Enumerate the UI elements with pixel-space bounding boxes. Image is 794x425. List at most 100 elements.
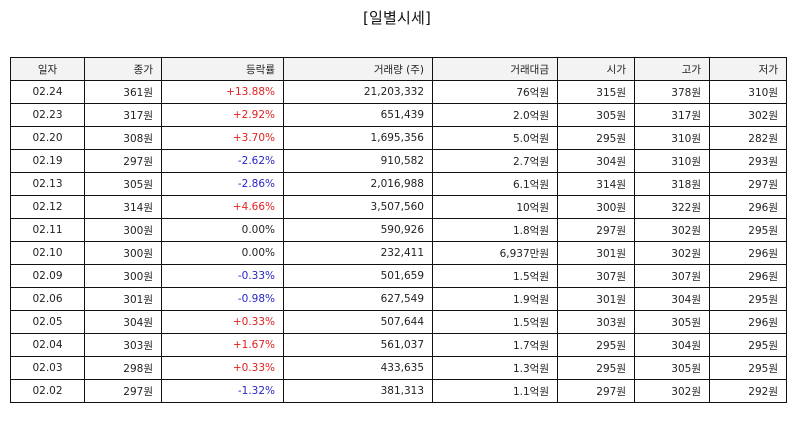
header-high: 고가 — [634, 57, 710, 81]
table-row: 02.24 361원 +13.88% 21,203,332 76억원 315원 378원 31… — [10, 80, 787, 104]
cell-open: 300원 — [557, 195, 635, 219]
cell-low: 295원 — [709, 287, 787, 311]
cell-change-rate: 0.00% — [161, 218, 284, 242]
cell-date: 02.23 — [10, 103, 85, 127]
cell-volume: 1,695,356 — [283, 126, 433, 150]
cell-low: 296원 — [709, 241, 787, 265]
cell-open: 295원 — [557, 126, 635, 150]
cell-date: 02.05 — [10, 310, 85, 334]
cell-trade-amount: 6.1억원 — [432, 172, 558, 196]
cell-close: 314원 — [84, 195, 162, 219]
cell-trade-amount: 1.5억원 — [432, 310, 558, 334]
table-row: 02.23 317원 +2.92% 651,439 2.0억원 305원 317원 302원 — [10, 103, 787, 127]
cell-change-rate: +1.67% — [161, 333, 284, 357]
header-close: 종가 — [84, 57, 162, 81]
cell-high: 322원 — [634, 195, 710, 219]
cell-date: 02.13 — [10, 172, 85, 196]
cell-close: 303원 — [84, 333, 162, 357]
cell-close: 308원 — [84, 126, 162, 150]
cell-trade-amount: 1.3억원 — [432, 356, 558, 380]
header-date: 일자 — [10, 57, 85, 81]
cell-low: 302원 — [709, 103, 787, 127]
cell-open: 297원 — [557, 379, 635, 403]
table-row: 02.03 298원 +0.33% 433,635 1.3억원 295원 305원 295원 — [10, 356, 787, 380]
cell-open: 303원 — [557, 310, 635, 334]
page-title: [일별시세] — [362, 9, 432, 27]
cell-volume: 501,659 — [283, 264, 433, 288]
cell-date: 02.10 — [10, 241, 85, 265]
cell-close: 361원 — [84, 80, 162, 104]
header-trade-amount: 거래대금 — [432, 57, 558, 81]
table-row: 02.06 301원 -0.98% 627,549 1.9억원 301원 304원 295원 — [10, 287, 787, 311]
cell-date: 02.19 — [10, 149, 85, 173]
cell-trade-amount: 2.7억원 — [432, 149, 558, 173]
cell-trade-amount: 2.0억원 — [432, 103, 558, 127]
table-body: 02.24 361원 +13.88% 21,203,332 76억원 315원 378원 31… — [10, 80, 787, 403]
cell-change-rate: +0.33% — [161, 310, 284, 334]
cell-low: 293원 — [709, 149, 787, 173]
cell-change-rate: -1.32% — [161, 379, 284, 403]
cell-open: 295원 — [557, 333, 635, 357]
cell-change-rate: -2.62% — [161, 149, 284, 173]
cell-change-rate: +3.70% — [161, 126, 284, 150]
cell-low: 282원 — [709, 126, 787, 150]
cell-trade-amount: 1.5억원 — [432, 264, 558, 288]
cell-high: 318원 — [634, 172, 710, 196]
cell-low: 295원 — [709, 218, 787, 242]
cell-open: 315원 — [557, 80, 635, 104]
table-row: 02.13 305원 -2.86% 2,016,988 6.1억원 314원 318원 297… — [10, 172, 787, 196]
cell-volume: 590,926 — [283, 218, 433, 242]
cell-close: 297원 — [84, 149, 162, 173]
table-row: 02.11 300원 0.00% 590,926 1.8억원 297원 302원 295원 — [10, 218, 787, 242]
cell-open: 305원 — [557, 103, 635, 127]
cell-volume: 910,582 — [283, 149, 433, 173]
cell-volume: 651,439 — [283, 103, 433, 127]
cell-open: 297원 — [557, 218, 635, 242]
table-row: 02.05 304원 +0.33% 507,644 1.5억원 303원 305원 296원 — [10, 310, 787, 334]
header-change-rate: 등락률 — [161, 57, 284, 81]
table-header-row: 일자 종가 등락률 거래량 (주) 거래대금 시가 고가 저가 — [10, 57, 787, 81]
cell-volume: 232,411 — [283, 241, 433, 265]
cell-trade-amount: 1.9억원 — [432, 287, 558, 311]
cell-change-rate: -2.86% — [161, 172, 284, 196]
cell-close: 304원 — [84, 310, 162, 334]
table-row: 02.04 303원 +1.67% 561,037 1.7억원 295원 304원 295원 — [10, 333, 787, 357]
daily-price-table: 일자 종가 등락률 거래량 (주) 거래대금 시가 고가 저가 02.24 361… — [10, 57, 787, 403]
cell-trade-amount: 10억원 — [432, 195, 558, 219]
cell-high: 310원 — [634, 149, 710, 173]
cell-volume: 21,203,332 — [283, 80, 433, 104]
cell-change-rate: +0.33% — [161, 356, 284, 380]
cell-low: 296원 — [709, 195, 787, 219]
cell-volume: 433,635 — [283, 356, 433, 380]
cell-change-rate: +4.66% — [161, 195, 284, 219]
cell-date: 02.03 — [10, 356, 85, 380]
table-row: 02.10 300원 0.00% 232,411 6,937만원 301원 302원 296원 — [10, 241, 787, 265]
cell-high: 305원 — [634, 356, 710, 380]
cell-trade-amount: 1.7억원 — [432, 333, 558, 357]
cell-close: 300원 — [84, 241, 162, 265]
cell-change-rate: -0.33% — [161, 264, 284, 288]
cell-date: 02.24 — [10, 80, 85, 104]
header-volume: 거래량 (주) — [283, 57, 433, 81]
cell-close: 317원 — [84, 103, 162, 127]
table-row: 02.09 300원 -0.33% 501,659 1.5억원 307원 307원 296원 — [10, 264, 787, 288]
cell-trade-amount: 6,937만원 — [432, 241, 558, 265]
cell-open: 301원 — [557, 287, 635, 311]
cell-close: 297원 — [84, 379, 162, 403]
cell-high: 302원 — [634, 241, 710, 265]
cell-volume: 3,507,560 — [283, 195, 433, 219]
cell-volume: 507,644 — [283, 310, 433, 334]
table-row: 02.19 297원 -2.62% 910,582 2.7억원 304원 310원 293원 — [10, 149, 787, 173]
cell-low: 296원 — [709, 310, 787, 334]
cell-open: 307원 — [557, 264, 635, 288]
cell-open: 295원 — [557, 356, 635, 380]
cell-low: 295원 — [709, 333, 787, 357]
cell-change-rate: 0.00% — [161, 241, 284, 265]
cell-high: 302원 — [634, 218, 710, 242]
cell-volume: 627,549 — [283, 287, 433, 311]
cell-change-rate: +13.88% — [161, 80, 284, 104]
cell-high: 304원 — [634, 287, 710, 311]
cell-low: 296원 — [709, 264, 787, 288]
cell-date: 02.06 — [10, 287, 85, 311]
cell-date: 02.02 — [10, 379, 85, 403]
